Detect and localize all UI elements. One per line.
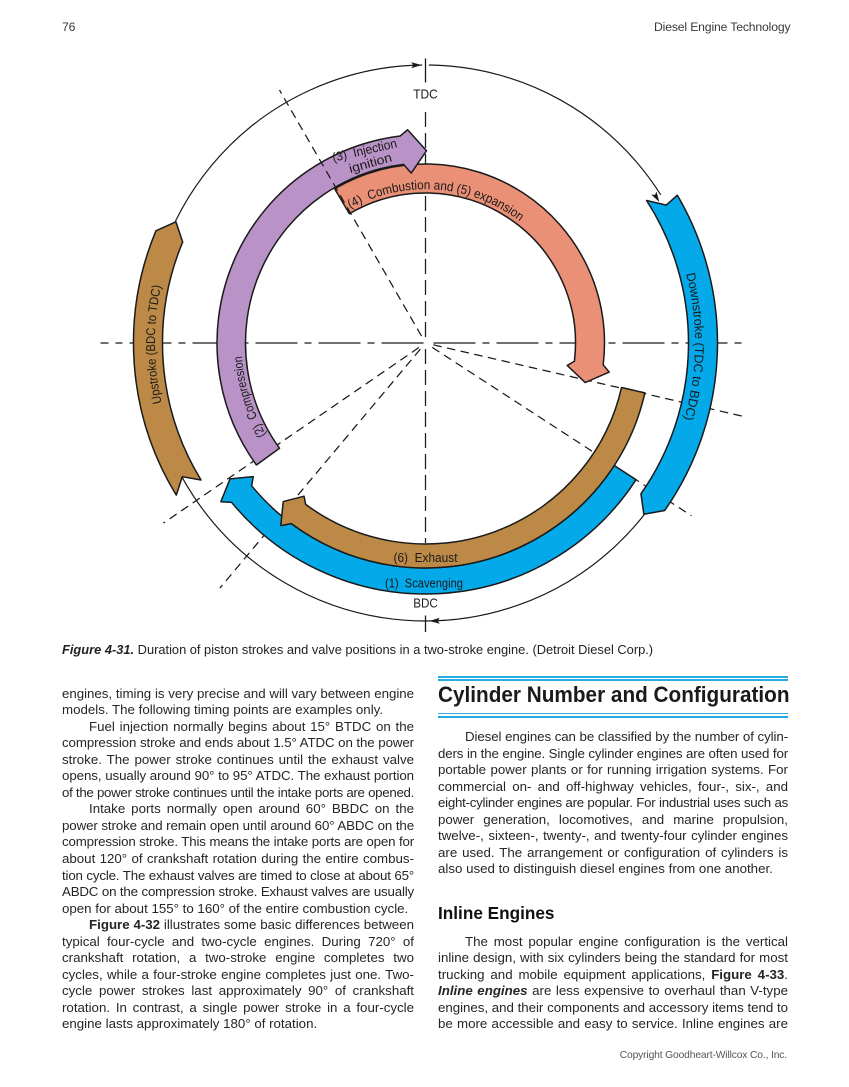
svg-text:BDC: BDC	[413, 597, 438, 611]
svg-text:(6) Exhaust: (6) Exhaust	[394, 551, 458, 565]
svg-text:TDC: TDC	[413, 88, 438, 102]
svg-text:Upstroke (BDC to TDC): Upstroke (BDC to TDC)	[143, 283, 165, 405]
svg-text:(1) Scavenging: (1) Scavenging	[385, 577, 463, 591]
